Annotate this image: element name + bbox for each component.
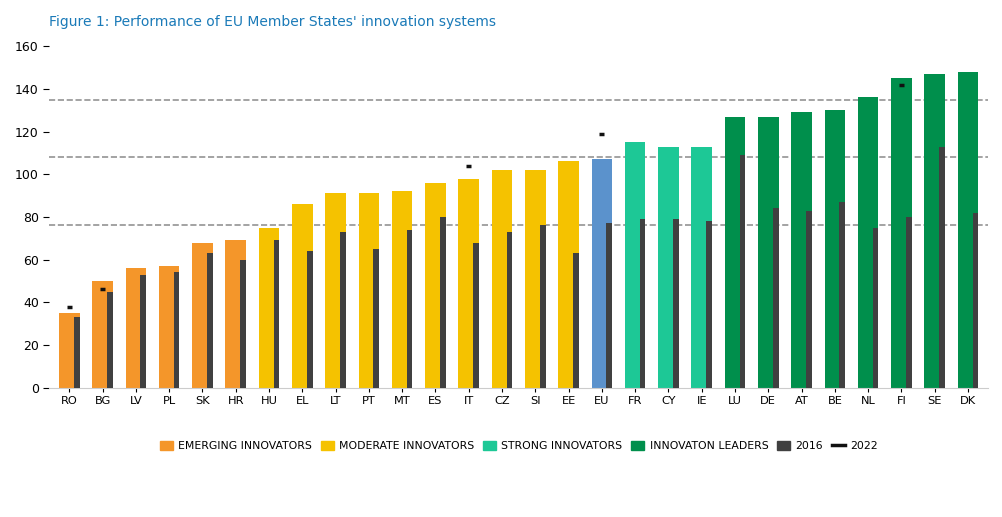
Bar [657,146,678,388]
Bar [173,272,179,388]
Bar [491,170,512,388]
Bar [92,281,113,388]
Bar [358,193,379,388]
Bar [773,208,778,388]
Bar [307,251,313,388]
Bar [225,240,245,388]
Text: Figure 1: Performance of EU Member States' innovation systems: Figure 1: Performance of EU Member State… [49,15,496,29]
Bar [392,191,412,388]
Bar [425,183,445,388]
Bar [957,72,977,388]
Bar [140,275,146,388]
Legend: EMERGING INNOVATORS, MODERATE INNOVATORS, STRONG INNOVATORS, INNOVATON LEADERS, : EMERGING INNOVATORS, MODERATE INNOVATORS… [155,436,881,455]
Bar [158,266,179,388]
Bar [107,292,113,388]
Bar [791,112,811,388]
Bar [758,117,778,388]
Bar [839,202,845,388]
Bar [373,249,379,388]
Bar [624,142,645,388]
Bar [539,225,545,388]
Bar [890,78,911,388]
Bar [458,178,479,388]
Bar [506,232,512,388]
Bar [406,230,412,388]
Bar [340,232,346,388]
Bar [672,219,678,388]
Bar [274,240,279,388]
Bar [192,242,212,388]
Bar [325,193,346,388]
Bar [473,242,479,388]
Bar [639,219,645,388]
Bar [572,253,578,388]
Bar [724,117,744,388]
Bar [206,253,212,388]
Bar [259,227,279,388]
Bar [591,159,611,388]
Bar [440,217,445,388]
Bar [240,260,245,388]
Bar [824,110,845,388]
Bar [905,217,911,388]
Bar [806,210,811,388]
Bar [857,98,878,388]
Bar [125,268,146,388]
Bar [872,227,878,388]
Bar [972,212,977,388]
Bar [59,313,79,388]
Bar [606,223,611,388]
Bar [292,204,313,388]
Bar [705,221,711,388]
Bar [690,146,711,388]
Bar [558,161,578,388]
Bar [524,170,545,388]
Bar [938,146,944,388]
Bar [74,317,79,388]
Bar [738,155,744,388]
Bar [924,74,944,388]
